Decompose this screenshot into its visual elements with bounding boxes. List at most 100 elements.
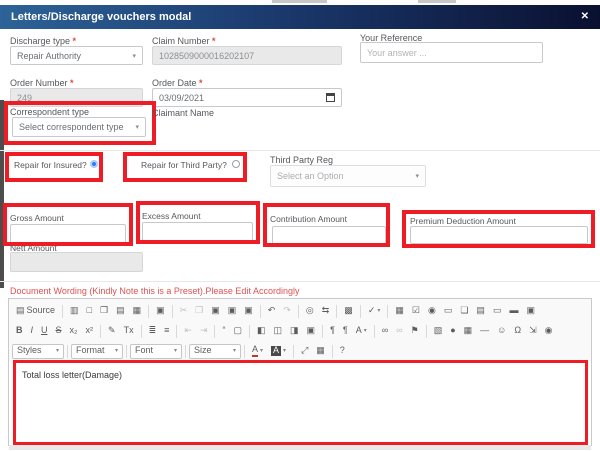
maximize-button[interactable]: ⤢ (297, 344, 312, 358)
outdent-button[interactable]: ⇤ (180, 324, 196, 338)
button-field-button[interactable]: ▭ (489, 304, 506, 318)
smiley-button[interactable]: ☺ (493, 324, 510, 338)
toolbar-separator (176, 324, 178, 338)
subscript-button[interactable]: x₂ (66, 324, 82, 338)
font-button[interactable]: Font ▾ (130, 343, 182, 359)
flash-button[interactable]: ● (446, 324, 459, 338)
indent-button[interactable]: ⇥ (196, 324, 212, 338)
excess-amount-input[interactable] (142, 222, 253, 241)
iframe-button[interactable]: ◉ (541, 324, 557, 338)
align-right-button[interactable]: ◨ (286, 324, 303, 338)
third-party-reg-select[interactable]: Select an Option ▾ (270, 165, 426, 187)
unlink-button[interactable]: ∞ (392, 324, 406, 338)
superscript-button[interactable]: x² (82, 324, 98, 338)
underline-button[interactable]: U (37, 324, 52, 338)
bold-button[interactable]: B (12, 324, 27, 338)
checkbox-button[interactable]: ☑ (408, 304, 424, 318)
correspondent-type-select[interactable]: Select correspondent type ▾ (12, 117, 146, 137)
paste-word-button[interactable]: ▣ (240, 304, 257, 318)
select-all-button[interactable]: ▩ (340, 304, 357, 318)
anchor-button[interactable]: ⚑ (407, 324, 423, 338)
select-field-button[interactable]: ▤ (472, 304, 489, 318)
align-center-icon: ◫ (273, 325, 283, 336)
replace-button[interactable]: ⇆ (318, 304, 334, 318)
text-direction-rtl-button[interactable]: ¶ (339, 324, 352, 338)
cut-button[interactable]: ✂ (176, 304, 192, 318)
repair-for-insured-radio[interactable] (90, 160, 98, 168)
italic-icon: I (30, 325, 34, 336)
your-reference-input[interactable]: Your answer ... (360, 42, 543, 63)
link-button[interactable]: ∞ (378, 324, 392, 338)
horizontal-line-button[interactable]: ― (476, 324, 493, 338)
discharge-type-select[interactable]: Repair Authority ▾ (10, 46, 143, 65)
form-icon: ▦ (395, 305, 404, 316)
redo-button[interactable]: ↷ (279, 304, 295, 318)
blockquote-button[interactable]: “ (218, 324, 229, 338)
print-button[interactable]: ▤ (112, 304, 129, 318)
undo-button[interactable]: ↶ (264, 304, 280, 318)
numbered-list-button[interactable]: ≣ (145, 324, 161, 338)
image-button-button[interactable]: ▬ (505, 304, 522, 318)
align-left-button[interactable]: ◧ (253, 324, 270, 338)
size-button[interactable]: Size ▾ (189, 343, 241, 359)
order-date-label: Order Date * (152, 78, 203, 88)
document-properties-button[interactable]: ▣ (152, 304, 169, 318)
gross-amount-input[interactable] (10, 224, 126, 243)
save-button[interactable]: ▥ (66, 304, 83, 318)
form-button[interactable]: ▦ (391, 304, 408, 318)
source-button[interactable]: ▤ Source (12, 304, 59, 318)
modal-title: Letters/Discharge vouchers modal (11, 11, 192, 23)
unlink-icon: ∞ (396, 325, 403, 336)
copy-button[interactable]: ❐ (191, 304, 207, 318)
editor-content-area[interactable] (9, 362, 591, 445)
editor-bottom-bar (9, 445, 591, 450)
contribution-amount-input[interactable] (272, 226, 386, 245)
text-direction-ltr-button[interactable]: ¶ (326, 324, 339, 338)
language-button[interactable]: A ▾ (352, 324, 371, 338)
styles-label: Styles (17, 345, 42, 356)
italic-button[interactable]: I (27, 324, 38, 338)
align-center-button[interactable]: ◫ (270, 324, 287, 338)
repair-for-third-party-radio[interactable] (232, 160, 240, 168)
numbered-list-icon: ≣ (148, 325, 157, 336)
new-page-button[interactable]: □ (83, 304, 96, 318)
spell-check-button[interactable]: ✓ ▾ (364, 304, 385, 318)
text-color-button[interactable]: A ▾ (248, 343, 267, 359)
calendar-icon[interactable] (326, 93, 335, 102)
format-button[interactable]: Format ▾ (71, 343, 123, 359)
div-container-button[interactable]: ▢ (229, 324, 246, 338)
blockquote-icon: “ (222, 325, 226, 336)
image-button[interactable]: ▧ (430, 324, 447, 338)
nett-amount-label: Nett Amount (10, 243, 57, 253)
hidden-field-button[interactable]: ▣ (522, 304, 539, 318)
copy-formatting-button[interactable]: ✎ (104, 324, 120, 338)
remove-format-button[interactable]: Tx (120, 324, 138, 338)
justify-button[interactable]: ▣ (303, 324, 320, 338)
text-field-button[interactable]: ▭ (440, 304, 457, 318)
paste-button[interactable]: ▣ (207, 304, 224, 318)
radio-field-button[interactable]: ◉ (424, 304, 440, 318)
background-color-button[interactable]: A ▾ (267, 344, 290, 358)
page-break-button[interactable]: ⇲ (525, 324, 541, 338)
show-blocks-button[interactable]: ▦ (312, 344, 329, 358)
about-button[interactable]: ? (336, 344, 349, 358)
strikethrough-button[interactable]: S (52, 324, 66, 338)
close-icon[interactable]: ✕ (580, 11, 589, 22)
styles-button[interactable]: Styles ▾ (12, 343, 64, 359)
bulleted-list-button[interactable]: ≡ (160, 324, 173, 338)
textarea-button[interactable]: ❏ (456, 304, 472, 318)
special-character-icon: Ω (514, 325, 522, 336)
toolbar-separator (387, 304, 389, 318)
order-date-input[interactable]: 03/09/2021 (152, 88, 342, 107)
horizontal-line-icon: ― (480, 325, 490, 336)
find-button[interactable]: ◎ (302, 304, 318, 318)
special-character-button[interactable]: Ω (510, 324, 525, 338)
background-artifact (418, 0, 456, 3)
table-button[interactable]: ▦ (460, 324, 477, 338)
templates-button[interactable]: ▦ (129, 304, 146, 318)
premium-deduction-amount-input[interactable] (410, 226, 588, 244)
format-label: Format (76, 345, 105, 356)
paste-text-button[interactable]: ▣ (224, 304, 241, 318)
preview-button[interactable]: ❐ (96, 304, 112, 318)
